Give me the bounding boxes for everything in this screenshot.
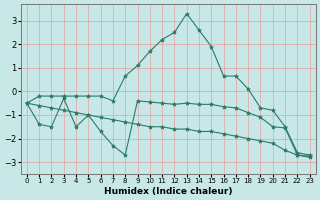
X-axis label: Humidex (Indice chaleur): Humidex (Indice chaleur) bbox=[104, 187, 233, 196]
